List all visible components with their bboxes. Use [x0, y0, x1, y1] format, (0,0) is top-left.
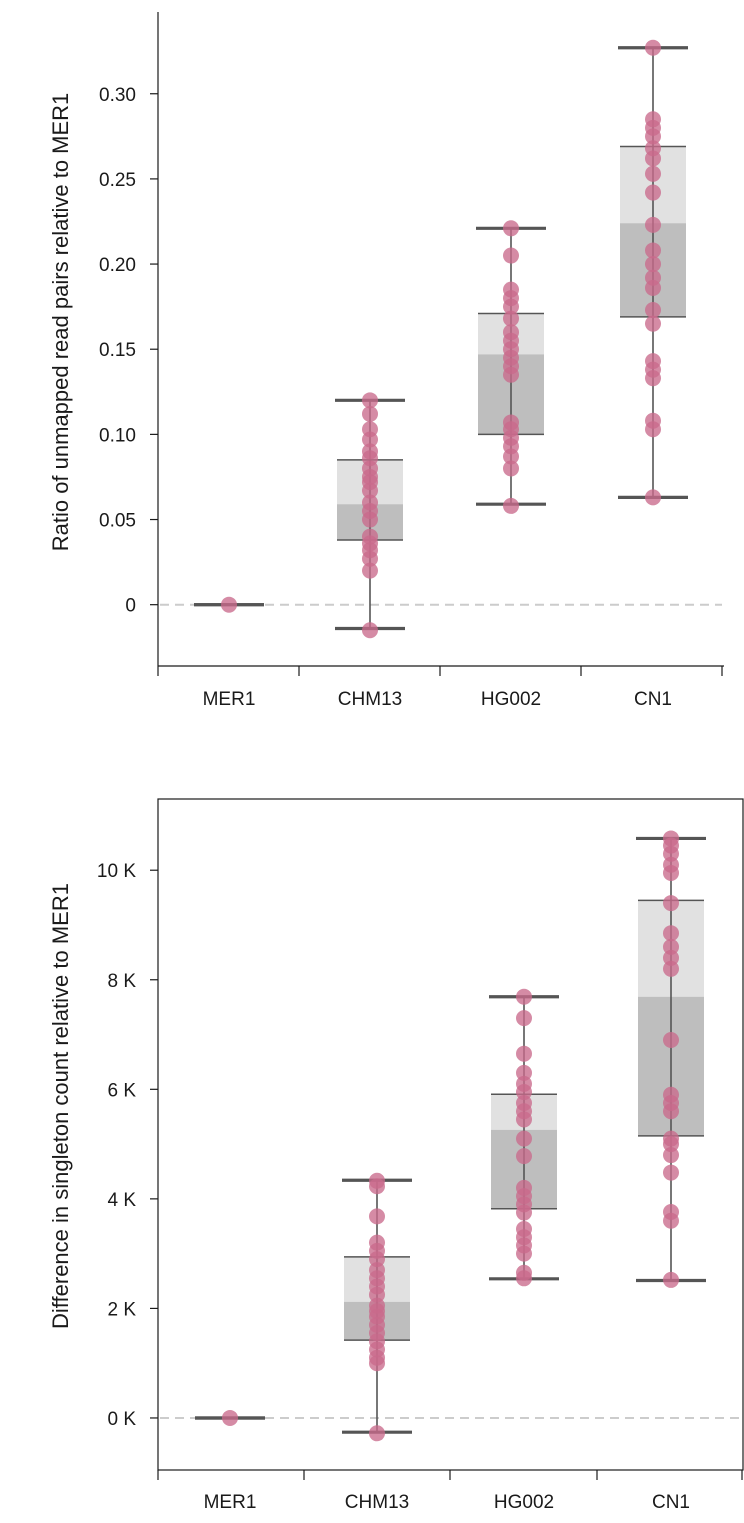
points-hg002: [503, 220, 519, 514]
y-tick-label: 0 K: [107, 1409, 136, 1430]
data-point: [503, 324, 519, 341]
points-cn1: [663, 830, 679, 1288]
data-point: [645, 353, 661, 370]
data-point: [362, 562, 378, 579]
y-tick-label: 0.25: [99, 170, 136, 191]
data-point: [663, 895, 679, 912]
data-point: [663, 1130, 679, 1147]
data-point: [369, 1425, 385, 1442]
data-point: [503, 414, 519, 431]
data-point: [516, 988, 532, 1005]
data-point: [516, 1179, 532, 1196]
y-tick-label: 6 K: [107, 1080, 136, 1101]
data-point: [663, 830, 679, 847]
y-axis-label: Ratio of unmapped read pairs relative to…: [48, 93, 73, 552]
data-point: [516, 1264, 532, 1281]
data-point: [663, 1204, 679, 1221]
x-tick-label: CN1: [652, 1492, 690, 1513]
y-tick-label: 0.05: [99, 511, 136, 532]
y-tick-label: 0.30: [99, 85, 136, 106]
points-chm13: [362, 392, 378, 639]
data-point: [369, 1234, 385, 1251]
data-point: [663, 925, 679, 942]
data-point: [362, 443, 378, 460]
data-point: [645, 242, 661, 259]
data-point: [516, 1148, 532, 1165]
data-point: [503, 460, 519, 477]
data-point: [503, 220, 519, 237]
data-point: [663, 1086, 679, 1103]
y-tick-label: 4 K: [107, 1190, 136, 1211]
data-point: [663, 856, 679, 873]
data-point: [663, 1271, 679, 1288]
y-tick-label: 0.20: [99, 255, 136, 276]
x-tick-label: HG002: [481, 689, 541, 710]
y-axis-label: Difference in singleton count relative t…: [48, 883, 73, 1329]
data-point: [369, 1297, 385, 1314]
data-point: [503, 497, 519, 514]
data-point: [645, 256, 661, 273]
data-point: [369, 1208, 385, 1225]
points-hg002: [516, 988, 532, 1287]
x-tick-label: HG002: [494, 1492, 554, 1513]
data-point: [369, 1172, 385, 1189]
x-tick-label: CHM13: [345, 1492, 409, 1513]
y-tick-label: 0: [125, 596, 136, 617]
data-point: [645, 216, 661, 233]
y-tick-label: 2 K: [107, 1299, 136, 1320]
data-point: [362, 405, 378, 422]
data-point: [645, 140, 661, 157]
data-point: [645, 315, 661, 332]
data-point: [362, 622, 378, 639]
data-point: [362, 421, 378, 438]
data-point: [663, 1164, 679, 1181]
data-point: [222, 1409, 238, 1426]
x-tick-label: MER1: [203, 689, 256, 710]
chart-ratio-unmapped: 0 0.05 0.10 0.15 0.20 0.25 0.30 Ratio of unmapp…: [48, 12, 724, 710]
data-point: [516, 1220, 532, 1237]
y-tick-label: 8 K: [107, 971, 136, 992]
data-point: [221, 596, 237, 613]
data-point: [645, 269, 661, 286]
points-chm13: [369, 1172, 385, 1442]
y-tick-label: 10 K: [97, 861, 136, 882]
x-tick-label: CN1: [634, 689, 672, 710]
data-point: [362, 528, 378, 545]
data-point: [503, 281, 519, 298]
chart-singleton-difference: 0 K 2 K 4 K 6 K 8 K 10 K Difference in singlet…: [48, 798, 744, 1513]
data-point: [663, 938, 679, 955]
data-point: [369, 1262, 385, 1279]
data-point: [645, 111, 661, 128]
data-point: [362, 392, 378, 409]
data-point: [516, 1075, 532, 1092]
data-point: [516, 1064, 532, 1081]
data-point: [645, 184, 661, 201]
data-point: [503, 310, 519, 327]
data-point: [645, 39, 661, 56]
data-point: [503, 247, 519, 264]
x-tick-label: CHM13: [338, 689, 402, 710]
data-point: [645, 489, 661, 506]
data-point: [516, 1095, 532, 1112]
data-point: [362, 494, 378, 511]
points-cn1: [645, 39, 661, 506]
x-tick-label: MER1: [204, 1492, 257, 1513]
data-point: [663, 949, 679, 966]
data-point: [516, 1045, 532, 1062]
data-point: [516, 1130, 532, 1147]
points-mer1: [221, 596, 237, 613]
data-point: [645, 165, 661, 182]
y-tick-label: 0.15: [99, 340, 136, 361]
data-point: [645, 302, 661, 319]
data-point: [663, 1032, 679, 1049]
data-point: [663, 960, 679, 977]
data-point: [516, 1010, 532, 1027]
y-tick-label: 0.10: [99, 425, 136, 446]
data-point: [645, 412, 661, 429]
points-mer1: [222, 1409, 238, 1426]
data-point: [663, 1147, 679, 1164]
